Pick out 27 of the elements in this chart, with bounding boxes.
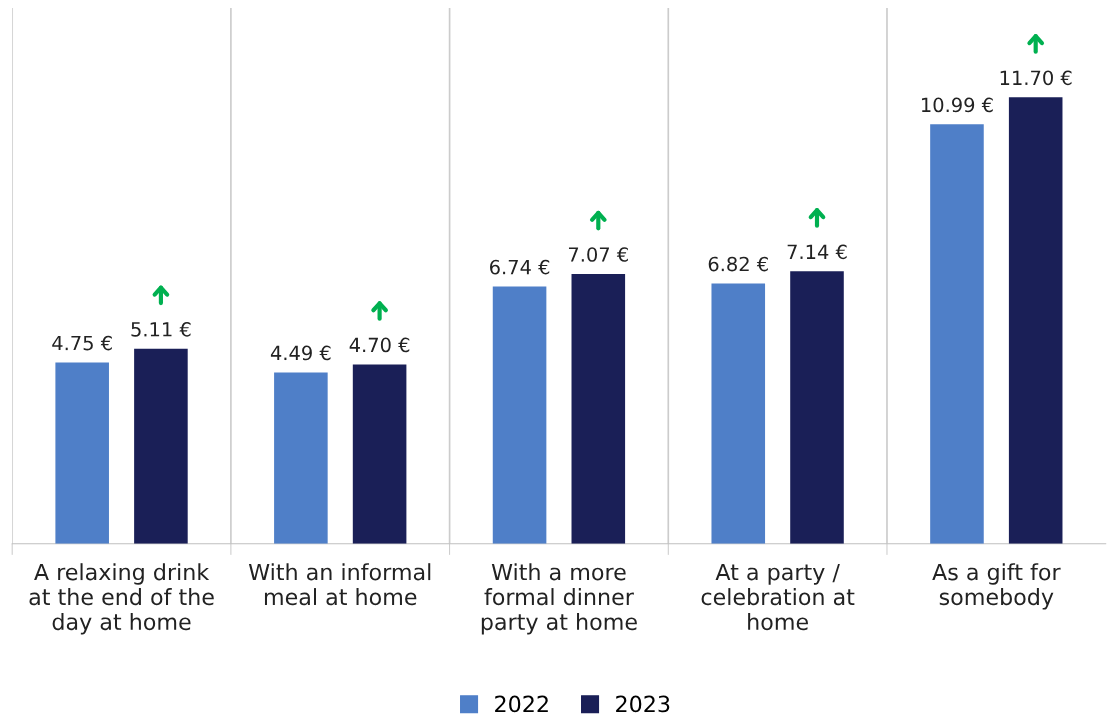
data-label: 4.70 € <box>349 337 410 353</box>
bar <box>274 372 328 544</box>
bar <box>711 283 766 544</box>
data-label: 4.49 € <box>270 345 331 361</box>
x-tick-label: With an informal meal at home <box>248 563 431 606</box>
data-label: 7.07 € <box>568 247 628 262</box>
bar <box>55 362 109 544</box>
data-label: 5.11 € <box>131 321 191 337</box>
x-tick-label: At a party / celebration at home <box>701 563 855 631</box>
x-tick-label: A relaxing drink at the end of the day at home <box>29 563 214 635</box>
bar <box>930 124 984 544</box>
bar <box>352 364 407 544</box>
bar <box>790 271 844 544</box>
bar <box>134 348 188 544</box>
data-label: 11.70 € <box>1000 70 1072 86</box>
bar <box>571 273 626 544</box>
bar <box>492 286 547 544</box>
legend-label: 2023 <box>616 695 670 713</box>
bar <box>1008 97 1063 544</box>
x-tick-label: With a more formal dinner party at home <box>481 563 637 635</box>
data-label: 6.82 € <box>708 256 768 272</box>
data-label: 4.75 € <box>52 335 112 351</box>
data-label: 6.74 € <box>490 259 550 275</box>
legend-label: 2022 <box>495 695 548 713</box>
x-tick-label: As a gift for somebody <box>932 563 1061 610</box>
data-label: 7.14 € <box>787 244 847 260</box>
data-label: 10.99 € <box>921 97 993 113</box>
